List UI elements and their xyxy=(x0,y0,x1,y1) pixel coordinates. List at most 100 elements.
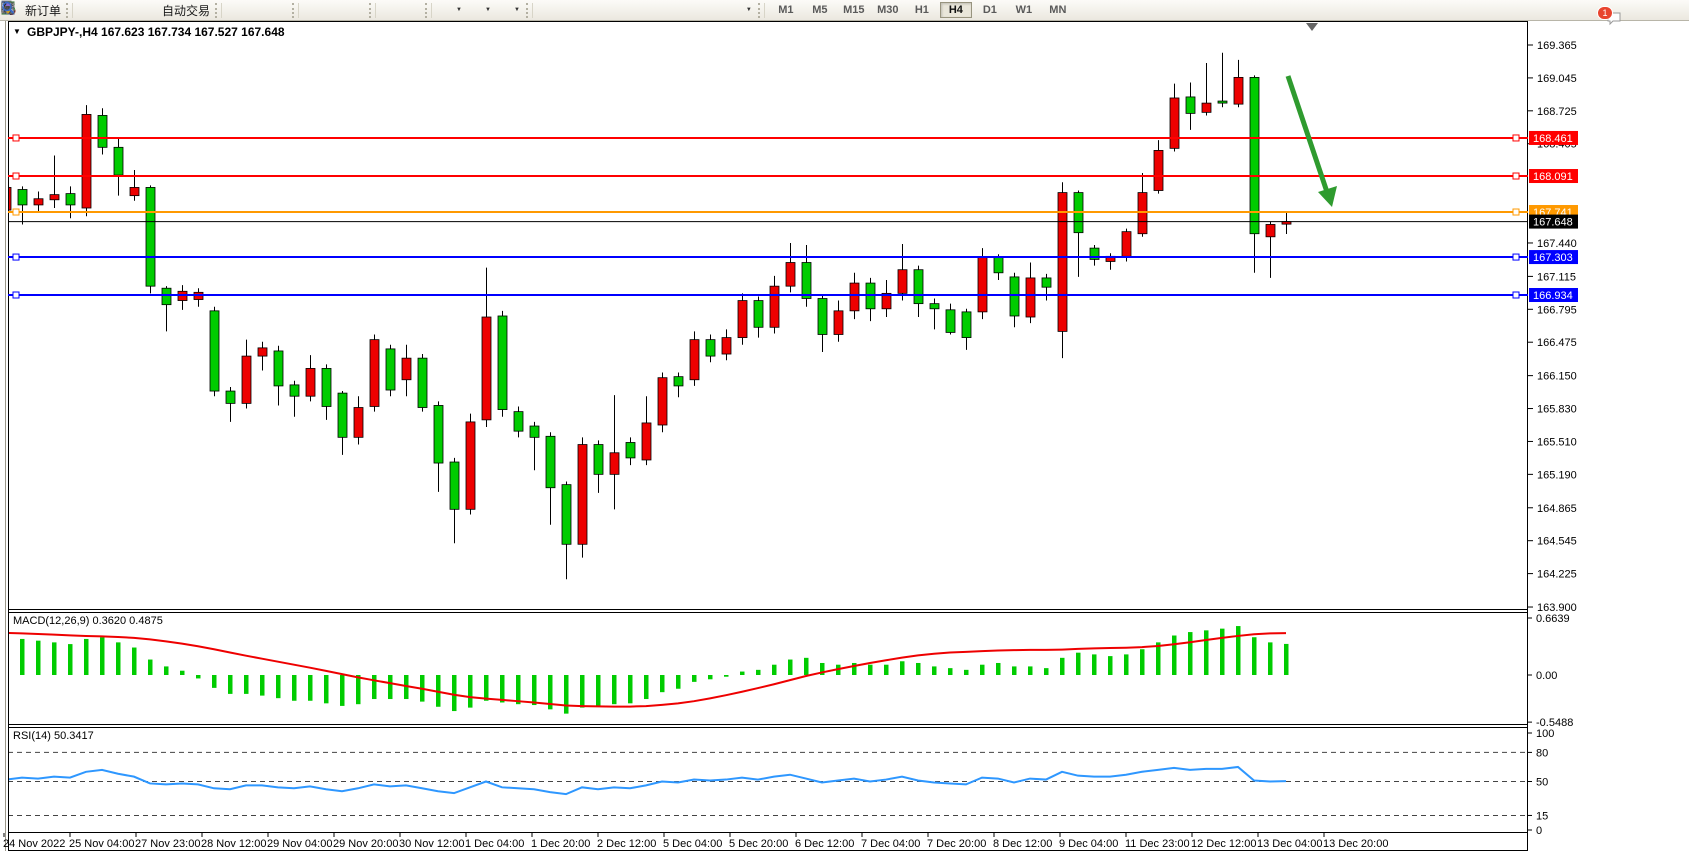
text-tool-button[interactable]: A xyxy=(4,1,705,20)
price-level-label-text: 166.934 xyxy=(1533,290,1573,302)
timeframe-button-m5[interactable]: M5 xyxy=(812,4,828,16)
price-tick-label: 169.045 xyxy=(1537,73,1577,85)
candle-body xyxy=(481,316,492,421)
price-level-label xyxy=(1529,288,1578,303)
macd-histogram-bar xyxy=(1092,654,1097,675)
price-tick-label: 166.150 xyxy=(1537,371,1577,383)
timeframe-button-m30[interactable]: M30 xyxy=(877,4,899,16)
candle-body xyxy=(897,269,908,294)
price-level-label xyxy=(1529,169,1578,184)
candle-body xyxy=(1233,76,1244,105)
candle-body xyxy=(785,262,796,287)
level-line-handle[interactable] xyxy=(12,291,20,299)
candle-body xyxy=(817,298,828,335)
time-axis-label: 28 Nov 12:00 xyxy=(201,838,266,850)
time-axis-label: 29 Nov 04:00 xyxy=(267,838,332,850)
candle-body xyxy=(1169,97,1180,149)
macd-histogram-bar xyxy=(676,675,681,689)
macd-histogram-bar xyxy=(1252,637,1257,675)
price-tick-label: 166.475 xyxy=(1537,337,1577,349)
candle-body xyxy=(625,442,636,459)
candle-body xyxy=(1217,100,1228,104)
macd-histogram-bar xyxy=(308,675,313,701)
indicators-caret-icon[interactable]: ▼ xyxy=(456,7,462,13)
level-line-handle[interactable] xyxy=(1512,253,1520,261)
macd-histogram-bar xyxy=(468,675,473,708)
candle-body xyxy=(705,339,716,357)
candle-body xyxy=(513,411,524,432)
candle-body xyxy=(81,114,92,209)
candle-body xyxy=(929,303,940,310)
macd-histogram-bar xyxy=(1156,642,1161,675)
price-tick-label: 167.115 xyxy=(1537,271,1576,283)
macd-histogram-bar xyxy=(548,675,553,710)
price-tick-label: 169.365 xyxy=(1537,40,1577,52)
macd-histogram-bar xyxy=(500,675,505,703)
chat-badge: 1 xyxy=(1597,6,1613,20)
toolbar-grip xyxy=(425,2,433,18)
chart-shift-marker-icon xyxy=(1306,23,1318,31)
candle-body xyxy=(849,282,860,312)
symbol-dropdown-icon[interactable]: ▼ xyxy=(13,27,21,36)
macd-histogram-bar xyxy=(292,675,297,701)
candle-body xyxy=(561,484,572,545)
candle-body xyxy=(1201,102,1212,113)
svg-text:E: E xyxy=(10,10,14,16)
macd-histogram-bar xyxy=(772,664,777,675)
timeframe-button-mn[interactable]: MN xyxy=(1049,4,1067,16)
macd-histogram-bar xyxy=(916,662,921,675)
candle-body xyxy=(401,357,412,381)
timeframe-button-h1[interactable]: H1 xyxy=(914,4,929,16)
macd-histogram-bar xyxy=(628,675,633,704)
macd-axis-label: -0.5488 xyxy=(1536,717,1573,729)
toolbar-grip xyxy=(525,2,533,18)
level-line-handle[interactable] xyxy=(1512,208,1520,216)
candle-body xyxy=(721,337,732,355)
arrows-caret-icon[interactable]: ▼ xyxy=(745,7,752,13)
svg-text:T: T xyxy=(6,4,12,14)
level-line-handle[interactable] xyxy=(12,172,20,180)
candle-body xyxy=(993,256,1004,274)
timeframe-button-d1[interactable]: D1 xyxy=(982,4,997,16)
search-icon[interactable] xyxy=(2,1,1600,19)
time-axis-label: 8 Dec 12:00 xyxy=(993,838,1052,850)
level-line-handle[interactable] xyxy=(12,134,20,142)
candle-body xyxy=(1089,247,1100,260)
macd-histogram-bar xyxy=(1060,657,1065,675)
price-level-label xyxy=(1529,250,1578,265)
level-line-handle[interactable] xyxy=(1512,172,1520,180)
periods-caret-icon[interactable]: ▼ xyxy=(484,7,491,13)
templates-caret-icon[interactable]: ▼ xyxy=(513,7,520,13)
macd-histogram-bar xyxy=(4,636,9,675)
candle-body xyxy=(801,262,812,299)
candle-body xyxy=(769,285,780,328)
timeframe-bar: M1 M5 M15 M30 H1 H4 D1 W1 MN xyxy=(769,2,1075,18)
macd-histogram-bar xyxy=(596,675,601,706)
toolbar-grip xyxy=(369,2,377,18)
macd-histogram-bar xyxy=(724,675,729,677)
down-arrow-annotation[interactable] xyxy=(1285,75,1330,193)
level-line-handle[interactable] xyxy=(1512,134,1520,142)
candle-body xyxy=(577,444,588,545)
level-line-handle[interactable] xyxy=(1512,291,1520,299)
chart-window-border xyxy=(8,21,1528,851)
level-line-handle[interactable] xyxy=(12,253,20,261)
macd-histogram-bar xyxy=(388,675,393,700)
price-level-label-text: 167.303 xyxy=(1533,252,1573,264)
down-arrow-head xyxy=(1318,186,1337,207)
macd-histogram-bar xyxy=(132,647,137,675)
candle-body xyxy=(49,194,60,201)
timeframe-button-h4[interactable]: H4 xyxy=(939,2,972,18)
level-line-handle[interactable] xyxy=(12,208,20,216)
macd-histogram-bar xyxy=(820,662,825,675)
timeframe-button-m15[interactable]: M15 xyxy=(843,4,865,16)
timeframe-button-w1[interactable]: W1 xyxy=(1015,4,1033,16)
macd-histogram-bar xyxy=(260,675,265,696)
candle-body xyxy=(657,377,668,426)
macd-histogram-bar xyxy=(84,638,89,675)
candle-body xyxy=(161,287,172,306)
macd-histogram-bar xyxy=(356,675,361,705)
timeframe-button-m1[interactable]: M1 xyxy=(778,4,794,16)
candle-body xyxy=(257,347,268,357)
